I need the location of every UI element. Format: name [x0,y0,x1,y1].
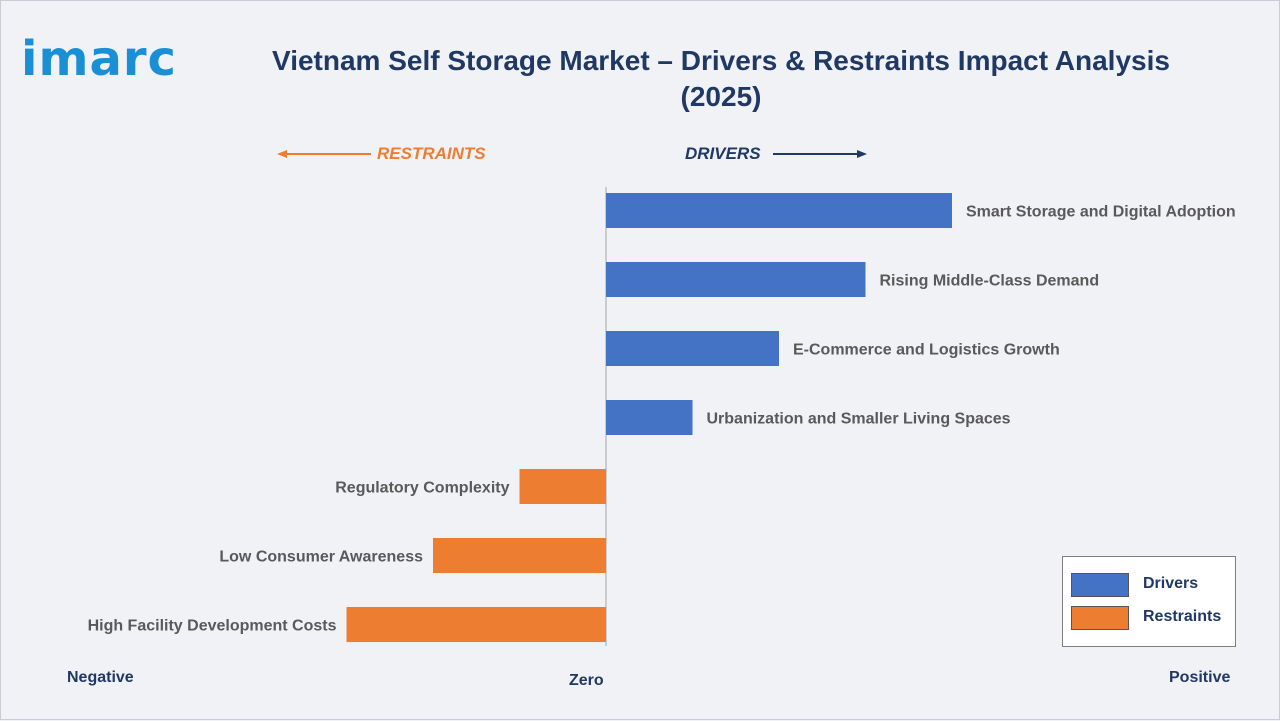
chart-legend: Drivers Restraints [1062,556,1236,647]
bar-driver-0 [606,193,952,228]
bar-label-3: Urbanization and Smaller Living Spaces [707,411,1011,428]
bar-label-5: Low Consumer Awareness [219,549,423,566]
legend-label-drivers: Drivers [1143,575,1199,592]
bar-restraint-6 [346,607,606,642]
axis-positive-label: Positive [1169,669,1231,686]
axis-negative-label: Negative [67,669,134,686]
axis-zero-label: Zero [569,672,604,689]
drivers-arrow-icon [773,150,867,158]
bar-restraint-4 [519,469,606,504]
bar-label-1: Rising Middle-Class Demand [880,273,1100,290]
legend-label-restraints: Restraints [1143,608,1222,625]
drivers-direction-label: DRIVERS [685,144,761,163]
legend-swatch-drivers [1071,573,1129,597]
bar-driver-1 [606,262,866,297]
bar-label-6: High Facility Development Costs [88,618,337,635]
bar-label-0: Smart Storage and Digital Adoption [966,204,1236,221]
bar-label-2: E-Commerce and Logistics Growth [793,342,1060,359]
bar-driver-3 [606,400,693,435]
restraints-arrow-icon [277,150,371,158]
bar-driver-2 [606,331,779,366]
restraints-direction-label: RESTRAINTS [377,144,486,163]
chart-title: Vietnam Self Storage Market – Drivers & … [272,45,1170,112]
bar-label-4: Regulatory Complexity [335,480,509,497]
bar-restraint-5 [433,538,606,573]
imarc-logo: imarc [21,31,177,87]
legend-swatch-restraints [1071,606,1129,630]
